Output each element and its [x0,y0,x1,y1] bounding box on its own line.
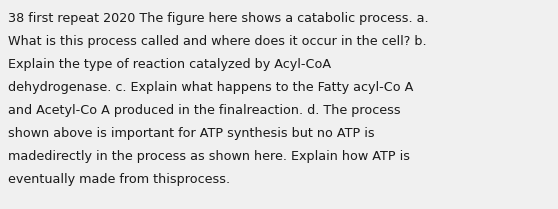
Text: Explain the type of reaction catalyzed by Acyl-CoA: Explain the type of reaction catalyzed b… [8,58,331,71]
Text: and Acetyl-Co A produced in the finalreaction. d. The process: and Acetyl-Co A produced in the finalrea… [8,104,401,117]
Text: shown above is important for ATP synthesis but no ATP is: shown above is important for ATP synthes… [8,127,374,140]
Text: What is this process called and where does it occur in the cell? b.: What is this process called and where do… [8,35,427,48]
Text: madedirectly in the process as shown here. Explain how ATP is: madedirectly in the process as shown her… [8,150,410,163]
Text: eventually made from thisprocess.: eventually made from thisprocess. [8,173,230,186]
Text: 38 first repeat 2020 The figure here shows a catabolic process. a.: 38 first repeat 2020 The figure here sho… [8,12,429,25]
Text: dehydrogenase. c. Explain what happens to the Fatty acyl-Co A: dehydrogenase. c. Explain what happens t… [8,81,413,94]
